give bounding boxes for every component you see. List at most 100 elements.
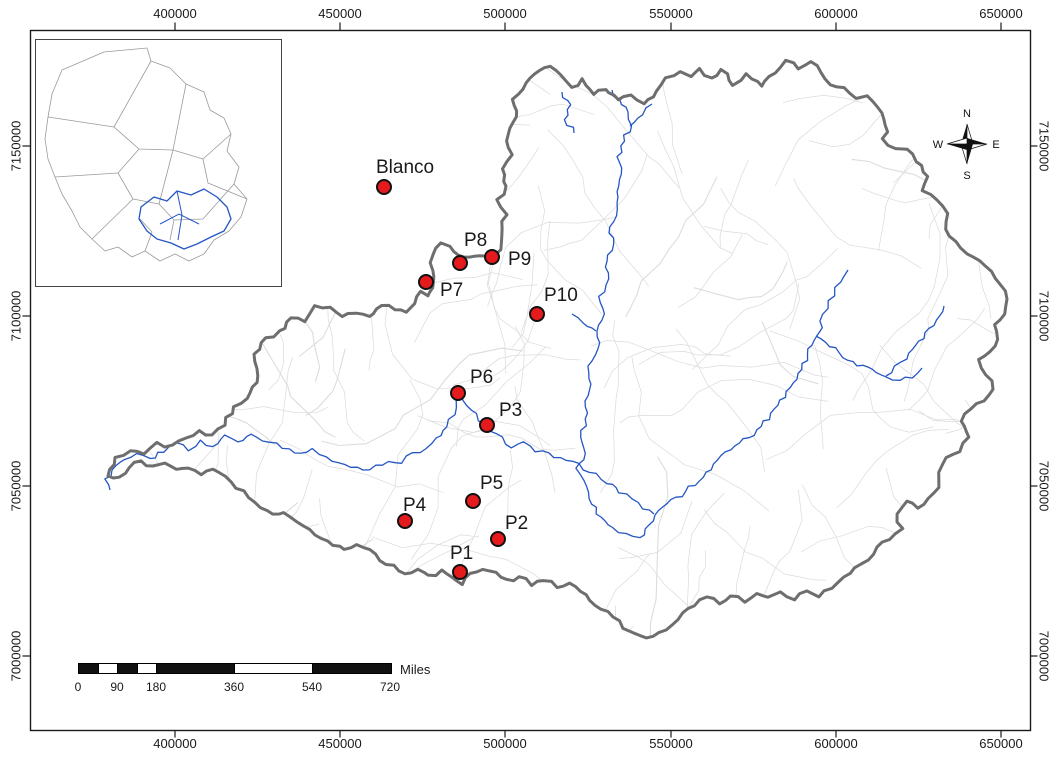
river-network: [104, 89, 945, 539]
road: [159, 469, 313, 572]
river: [885, 305, 945, 377]
road: [321, 347, 523, 447]
map-point-p3: [479, 417, 495, 433]
road: [983, 440, 1007, 546]
map-point-p4: [397, 513, 413, 529]
road: [761, 321, 819, 385]
road: [426, 60, 468, 122]
road: [327, 301, 365, 442]
road: [108, 518, 144, 628]
map-point-label-p9: P9: [508, 249, 532, 270]
road: [918, 410, 1007, 447]
road: [660, 70, 683, 175]
scale-bar-tick-label: 0: [74, 680, 82, 694]
road: [599, 320, 620, 493]
road: [370, 581, 440, 638]
scale-bar-segment: [98, 664, 118, 673]
road: [271, 126, 391, 287]
scale-bar-tick-label: 360: [223, 680, 245, 694]
road: [371, 536, 559, 596]
scale-bar-tick-label: 540: [301, 680, 323, 694]
x-axis-tick-label: 550000: [649, 736, 693, 751]
road: [144, 445, 223, 546]
road: [1009, 210, 1059, 279]
road: [998, 60, 1007, 88]
road: [619, 500, 693, 560]
scale-bar-segment: [79, 664, 99, 673]
road: [990, 477, 1007, 630]
road: [360, 379, 424, 556]
road: [452, 354, 580, 386]
scale-bar-segment: [313, 664, 391, 673]
river: [611, 89, 629, 113]
road: [544, 154, 648, 251]
north-arrow-point: [947, 144, 967, 150]
road: [323, 130, 463, 239]
scale-bar-segment: [235, 664, 313, 673]
inset-basin-detail: [159, 213, 200, 225]
compass-n-label: N: [963, 108, 971, 120]
road: [908, 308, 985, 411]
road: [719, 159, 749, 249]
inset-basin-detail: [176, 190, 183, 241]
river: [111, 390, 655, 515]
river: [575, 111, 656, 539]
road: [703, 508, 827, 581]
scale-bar-tick-label: 180: [145, 680, 167, 694]
road: [893, 87, 998, 184]
road: [619, 379, 829, 424]
road: [537, 185, 603, 315]
inset-admin-line: [202, 158, 248, 200]
x-axis-tick-label: 650000: [979, 736, 1023, 751]
north-arrow: N W E S: [933, 108, 1000, 182]
road: [175, 528, 334, 574]
x-axis-tick-label: 650000: [979, 6, 1023, 21]
road: [454, 60, 603, 115]
inset-admin-line: [139, 218, 153, 252]
x-axis-tick-label: 500000: [483, 736, 527, 751]
road: [417, 325, 525, 433]
road: [489, 633, 586, 638]
scale-bar-segment: [118, 664, 138, 673]
y-axis-tick-label: 7150000: [8, 120, 24, 172]
scale-bar-tick-label: 90: [110, 680, 124, 694]
road: [514, 385, 556, 493]
road: [959, 189, 992, 320]
road: [384, 292, 501, 390]
map-point-label-p4: P4: [403, 495, 427, 516]
road: [298, 173, 381, 357]
road: [892, 537, 1002, 593]
road: [693, 261, 788, 301]
road: [836, 429, 949, 509]
compass-w-label: W: [933, 139, 944, 151]
map-point-p9: [484, 249, 500, 265]
x-axis-tick-label: 400000: [153, 736, 197, 751]
road: [851, 158, 980, 237]
compass-s-label: S: [963, 170, 970, 182]
y-axis-tick-label: 7150000: [1036, 120, 1052, 172]
road: [879, 344, 1007, 456]
y-axis-tick-label: 7000000: [8, 630, 24, 682]
map-point-p7: [418, 274, 434, 290]
road: [720, 187, 801, 330]
road: [908, 503, 978, 638]
road: [279, 439, 444, 494]
north-arrow-point: [967, 144, 973, 164]
river: [104, 469, 113, 491]
map-point-p1: [452, 564, 468, 580]
inset-country-outline: [44, 47, 248, 262]
river: [571, 313, 597, 332]
x-axis-tick-label: 600000: [814, 6, 858, 21]
road: [410, 428, 486, 560]
road: [226, 445, 242, 538]
road: [456, 346, 546, 447]
river: [815, 335, 923, 381]
road: [956, 515, 1007, 617]
road: [814, 344, 824, 450]
road: [321, 535, 409, 634]
road: [878, 70, 980, 251]
map-point-label-p7: P7: [440, 280, 464, 301]
inset-basin-highlight: [138, 188, 232, 250]
